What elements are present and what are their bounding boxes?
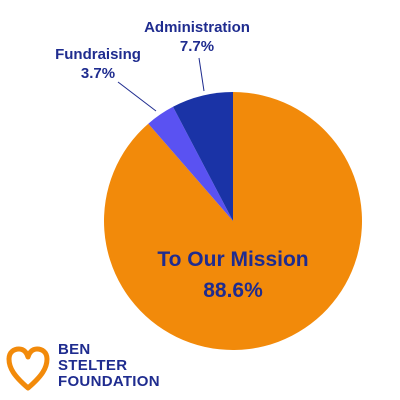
- fundraising-value: 3.7%: [81, 65, 115, 82]
- pie-slices: [103, 92, 362, 350]
- logo-text: BEN STELTER FOUNDATION: [58, 342, 160, 390]
- logo-line-ben: BEN: [58, 341, 91, 358]
- pie-slice-fundraising: [148, 106, 233, 221]
- administration-leader-line: [198, 57, 205, 92]
- administration-value: 7.7%: [180, 38, 214, 55]
- mission-value: 88.6%: [203, 279, 263, 302]
- ben-stelter-foundation-logo: BEN STELTER FOUNDATION: [6, 342, 206, 398]
- fundraising-label: Fundraising: [55, 46, 141, 63]
- logo-line-foundation: FOUNDATION: [58, 373, 160, 390]
- pie-slice-administration: [172, 92, 233, 221]
- pie-slice-to-our-mission: [103, 92, 362, 350]
- fundraising-leader-line: [117, 81, 157, 112]
- logo-line-stelter: STELTER: [58, 357, 128, 374]
- administration-label: Administration: [144, 19, 250, 36]
- heart-icon: [6, 346, 50, 391]
- mission-label: To Our Mission: [157, 248, 308, 271]
